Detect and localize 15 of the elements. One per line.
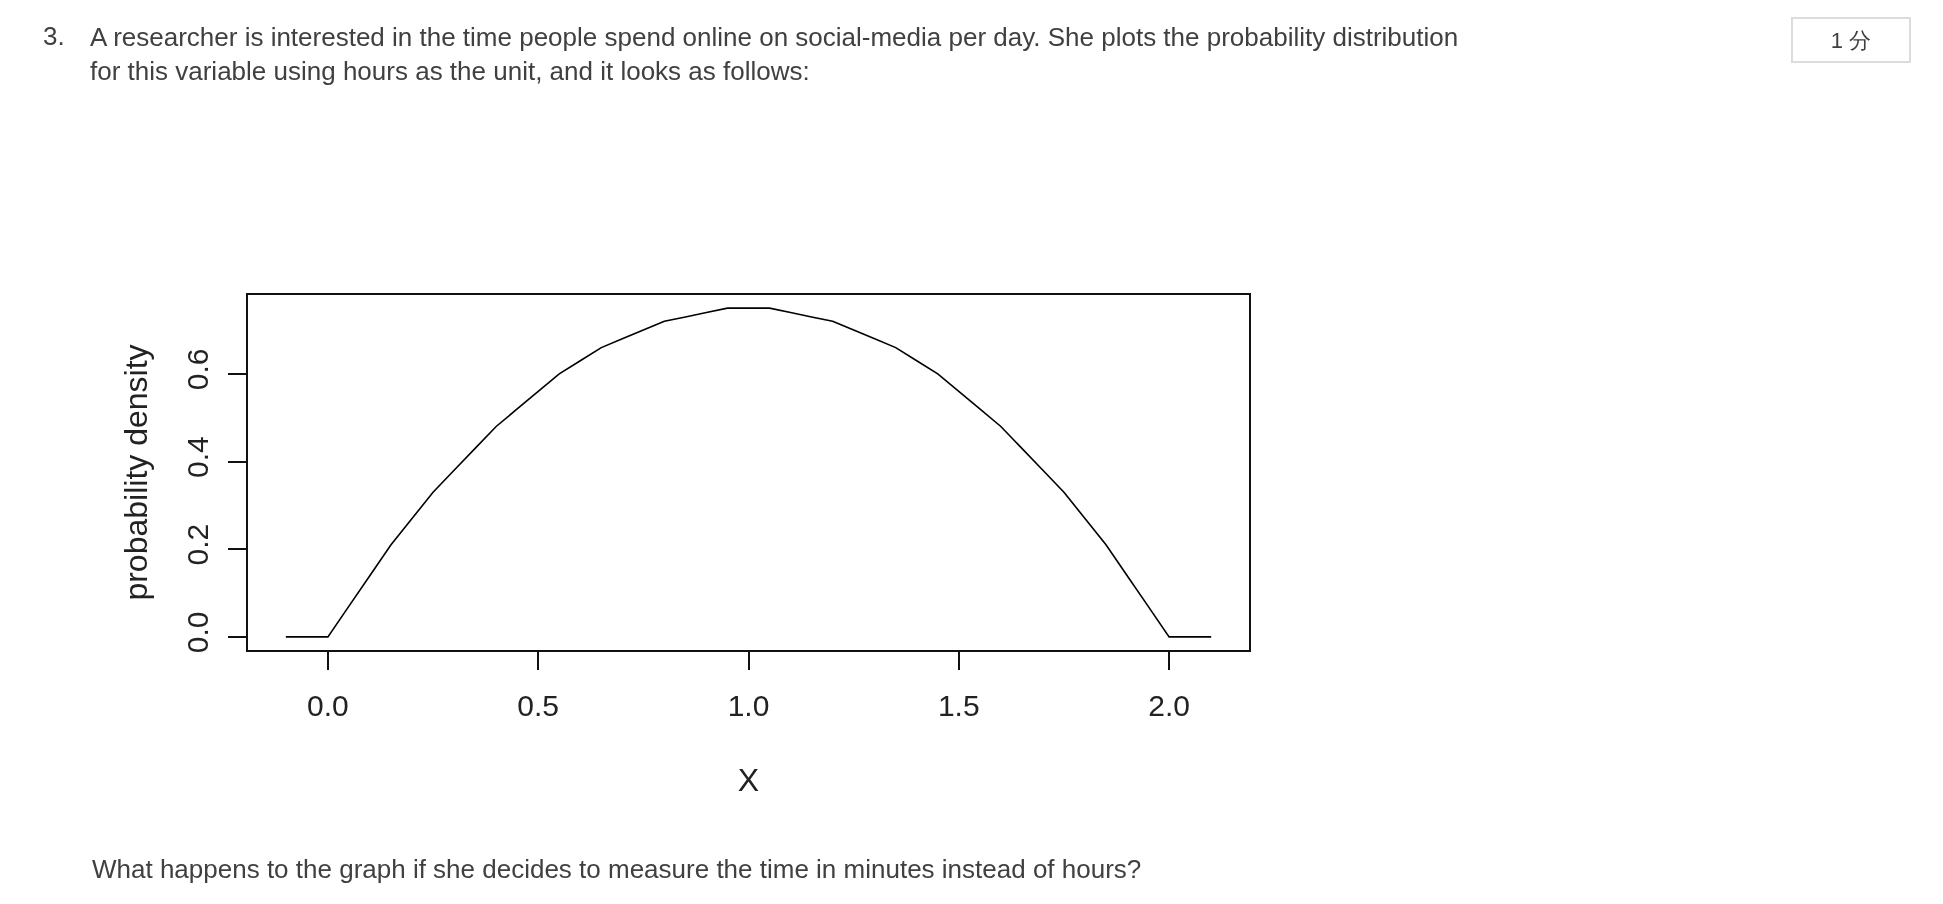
x-tick-label: 0.5 xyxy=(517,688,560,722)
x-tick-label: 0.0 xyxy=(307,688,349,722)
text: 3. xyxy=(43,21,65,51)
text: What happens to the graph if she decides to measure the time in minutes instead of hours? xyxy=(92,854,1142,884)
x-axis-title: X xyxy=(737,762,760,799)
y-tick-label: 0.0 xyxy=(181,611,215,654)
y-tick-label: 0.4 xyxy=(181,436,215,478)
y-tick-label: 0.6 xyxy=(181,348,215,391)
x-tick-label: 2.0 xyxy=(1148,688,1190,722)
chart-title: A researcher is interested in the time people spend online on social-media per day. She plots the probability distribution for this variable using hours as the unit, and it looks as follows: xyxy=(90,22,1459,86)
x-tick-label: 1.5 xyxy=(937,688,980,722)
text: 1 分 xyxy=(1830,27,1872,53)
x-tick-label: 1.0 xyxy=(727,688,770,722)
y-tick-label: 0.2 xyxy=(181,523,215,566)
y-axis-title: probability density xyxy=(118,344,155,601)
